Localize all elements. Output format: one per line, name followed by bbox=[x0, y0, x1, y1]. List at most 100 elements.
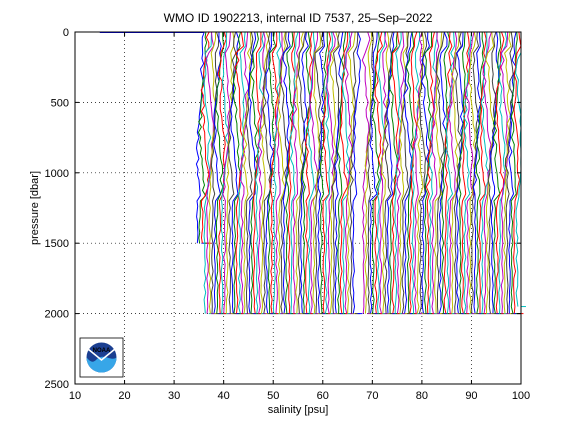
profile-line bbox=[225, 31, 235, 314]
profile-line bbox=[295, 31, 304, 314]
chart-title: WMO ID 1902213, internal ID 7537, 25–Sep… bbox=[164, 11, 433, 25]
y-tick-label: 1000 bbox=[45, 168, 69, 180]
profile-line bbox=[259, 31, 270, 314]
x-tick-label: 70 bbox=[366, 390, 378, 402]
profile-line bbox=[304, 31, 313, 314]
profile-line bbox=[234, 31, 245, 314]
profile-line bbox=[297, 31, 306, 314]
x-tick-label: 90 bbox=[465, 390, 477, 402]
profile-line bbox=[326, 31, 336, 314]
profile-line bbox=[262, 31, 272, 314]
profile-line bbox=[200, 31, 210, 244]
x-tick-label: 80 bbox=[416, 390, 428, 402]
profile-line bbox=[379, 31, 388, 314]
profile-line bbox=[443, 31, 453, 314]
profile-line bbox=[447, 31, 458, 314]
profile-line bbox=[428, 31, 438, 314]
profile-line bbox=[331, 31, 340, 314]
profile-line bbox=[472, 31, 482, 314]
profile-line bbox=[252, 32, 262, 314]
profile-line bbox=[369, 31, 378, 314]
x-tick-label: 50 bbox=[267, 390, 279, 402]
profile-line bbox=[436, 31, 445, 314]
axis-ticks: 10 20 30 40 50 60 70 80 90 1000500100015002000250… bbox=[45, 27, 531, 402]
profile-line bbox=[249, 31, 260, 314]
profile-line bbox=[433, 31, 443, 314]
profile-line bbox=[480, 31, 490, 314]
profile-line bbox=[222, 31, 231, 314]
profile-line bbox=[504, 31, 514, 314]
profile-line bbox=[371, 31, 380, 314]
profile-line bbox=[220, 31, 230, 314]
profile-line bbox=[302, 31, 312, 314]
profile-line bbox=[441, 31, 451, 314]
profile-line bbox=[457, 31, 466, 314]
profile-line bbox=[324, 31, 333, 314]
x-tick-label: 30 bbox=[168, 390, 180, 402]
profile-line bbox=[456, 31, 464, 314]
y-axis-label: pressure [dbar] bbox=[29, 171, 41, 245]
profile-line bbox=[352, 31, 361, 314]
profile-line bbox=[383, 31, 393, 314]
profile-line bbox=[339, 31, 349, 314]
profile-line bbox=[334, 31, 344, 314]
profile-line bbox=[396, 31, 405, 314]
profile-line bbox=[510, 31, 518, 314]
profile-line bbox=[364, 31, 373, 314]
profile-line bbox=[386, 31, 395, 314]
profile-line bbox=[475, 31, 485, 314]
profile-line bbox=[341, 31, 351, 314]
profile-line bbox=[312, 31, 322, 314]
profile-line bbox=[285, 31, 294, 314]
x-tick-label: 100 bbox=[512, 390, 530, 402]
profile-line bbox=[307, 31, 316, 314]
profile-line bbox=[408, 31, 418, 314]
profile-line bbox=[269, 31, 279, 314]
profile-line bbox=[314, 31, 324, 314]
x-tick-label: 10 bbox=[69, 390, 81, 402]
profile-line bbox=[425, 31, 435, 314]
y-tick-label: 0 bbox=[63, 27, 69, 39]
x-tick-label: 20 bbox=[118, 390, 130, 402]
profile-line bbox=[205, 31, 215, 314]
profile-line bbox=[208, 32, 216, 314]
profile-line bbox=[289, 31, 299, 314]
logo-text: NOAA bbox=[93, 348, 111, 354]
profile-lines bbox=[99, 31, 526, 315]
profile-line bbox=[487, 31, 497, 314]
profile-line bbox=[242, 31, 252, 314]
profile-line bbox=[274, 31, 284, 314]
profile-line bbox=[361, 31, 371, 314]
profile-line bbox=[418, 31, 428, 314]
logo-wave bbox=[86, 356, 117, 373]
profile-line bbox=[438, 31, 448, 314]
profile-line bbox=[195, 31, 205, 244]
profile-line bbox=[508, 31, 517, 314]
x-tick-label: 60 bbox=[317, 390, 329, 402]
profile-line bbox=[446, 31, 456, 314]
noaa-logo: NOAA bbox=[79, 337, 124, 378]
y-tick-label: 1500 bbox=[45, 238, 69, 250]
profile-line bbox=[282, 31, 291, 314]
profile-line bbox=[267, 31, 277, 314]
y-tick-label: 2500 bbox=[45, 379, 69, 391]
logo-bird bbox=[87, 348, 116, 362]
profile-line bbox=[500, 31, 510, 314]
profile-line bbox=[239, 31, 250, 314]
profile-line bbox=[346, 31, 356, 314]
profile-line bbox=[213, 31, 222, 314]
profile-line bbox=[319, 31, 329, 314]
profile-line bbox=[416, 31, 425, 314]
profile-line bbox=[376, 31, 386, 314]
y-tick-label: 2000 bbox=[45, 309, 69, 321]
profile-line bbox=[329, 31, 339, 314]
profile-line bbox=[431, 31, 440, 314]
plot-frame bbox=[74, 31, 522, 385]
profile-line bbox=[349, 31, 359, 314]
x-tick-label: 40 bbox=[218, 390, 230, 402]
profile-line bbox=[203, 31, 212, 314]
profile-line bbox=[215, 31, 225, 314]
profile-line bbox=[411, 31, 421, 314]
profile-line bbox=[468, 31, 477, 314]
profile-line bbox=[464, 31, 475, 314]
